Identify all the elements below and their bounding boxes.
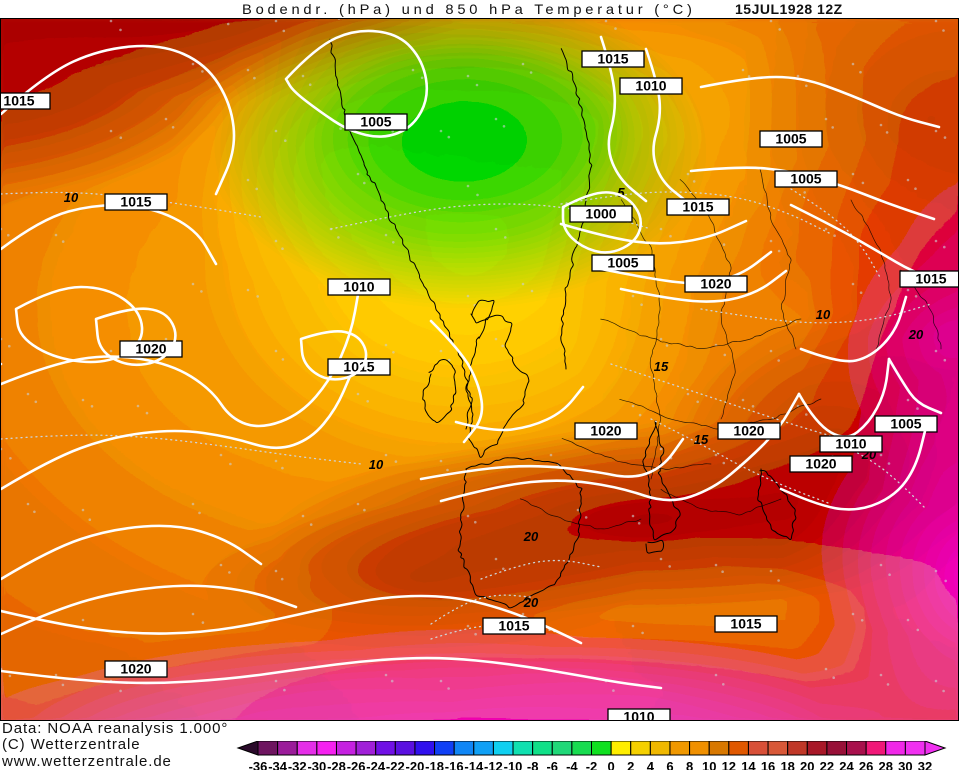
svg-text:1020: 1020	[805, 456, 836, 472]
svg-text:8: 8	[686, 759, 693, 770]
svg-text:15: 15	[694, 432, 709, 447]
svg-text:-22: -22	[386, 759, 405, 770]
svg-text:1015: 1015	[3, 93, 34, 109]
svg-text:20: 20	[523, 529, 539, 544]
svg-text:20: 20	[523, 595, 539, 610]
svg-text:20: 20	[800, 759, 814, 770]
svg-text:10: 10	[816, 307, 831, 322]
svg-text:10: 10	[369, 457, 384, 472]
svg-text:-36: -36	[249, 759, 268, 770]
svg-text:-18: -18	[425, 759, 444, 770]
svg-text:1015: 1015	[915, 271, 946, 287]
svg-text:1010: 1010	[343, 279, 374, 295]
svg-text:-14: -14	[464, 759, 484, 770]
svg-text:4: 4	[647, 759, 655, 770]
svg-text:1020: 1020	[700, 276, 731, 292]
svg-text:22: 22	[820, 759, 834, 770]
svg-text:-24: -24	[366, 759, 386, 770]
svg-text:-4: -4	[566, 759, 578, 770]
svg-text:1005: 1005	[775, 131, 806, 147]
svg-text:-26: -26	[347, 759, 366, 770]
svg-text:1020: 1020	[590, 423, 621, 439]
svg-text:1010: 1010	[635, 78, 666, 94]
svg-text:1010: 1010	[835, 436, 866, 452]
svg-text:-6: -6	[546, 759, 558, 770]
svg-text:1020: 1020	[733, 423, 764, 439]
svg-text:1015: 1015	[498, 618, 529, 634]
svg-text:-10: -10	[504, 759, 523, 770]
svg-text:10: 10	[702, 759, 716, 770]
svg-text:-16: -16	[445, 759, 464, 770]
svg-text:6: 6	[666, 759, 673, 770]
svg-text:18: 18	[780, 759, 794, 770]
svg-text:1020: 1020	[120, 661, 151, 677]
svg-text:1010: 1010	[623, 709, 654, 722]
svg-text:14: 14	[741, 759, 756, 770]
svg-text:30: 30	[898, 759, 912, 770]
svg-text:1015: 1015	[597, 51, 628, 67]
svg-text:1005: 1005	[890, 416, 921, 432]
svg-text:-32: -32	[288, 759, 307, 770]
svg-text:26: 26	[859, 759, 873, 770]
svg-text:32: 32	[918, 759, 932, 770]
svg-text:24: 24	[839, 759, 854, 770]
svg-text:1020: 1020	[135, 341, 166, 357]
svg-text:1005: 1005	[607, 255, 638, 271]
svg-text:-30: -30	[307, 759, 326, 770]
svg-text:12: 12	[722, 759, 736, 770]
svg-text:15: 15	[654, 359, 669, 374]
svg-text:10: 10	[64, 190, 79, 205]
svg-text:1005: 1005	[360, 114, 391, 130]
svg-text:1015: 1015	[682, 199, 713, 215]
svg-text:-12: -12	[484, 759, 503, 770]
svg-text:1015: 1015	[120, 194, 151, 210]
svg-text:-2: -2	[586, 759, 598, 770]
svg-text:1005: 1005	[790, 171, 821, 187]
svg-text:0: 0	[608, 759, 615, 770]
svg-text:-28: -28	[327, 759, 346, 770]
svg-text:28: 28	[879, 759, 893, 770]
svg-text:20: 20	[908, 327, 924, 342]
svg-text:-20: -20	[406, 759, 425, 770]
svg-text:-8: -8	[527, 759, 539, 770]
svg-text:1000: 1000	[585, 206, 616, 222]
svg-text:2: 2	[627, 759, 634, 770]
svg-text:-34: -34	[268, 759, 288, 770]
svg-text:16: 16	[761, 759, 775, 770]
svg-text:1015: 1015	[730, 616, 761, 632]
